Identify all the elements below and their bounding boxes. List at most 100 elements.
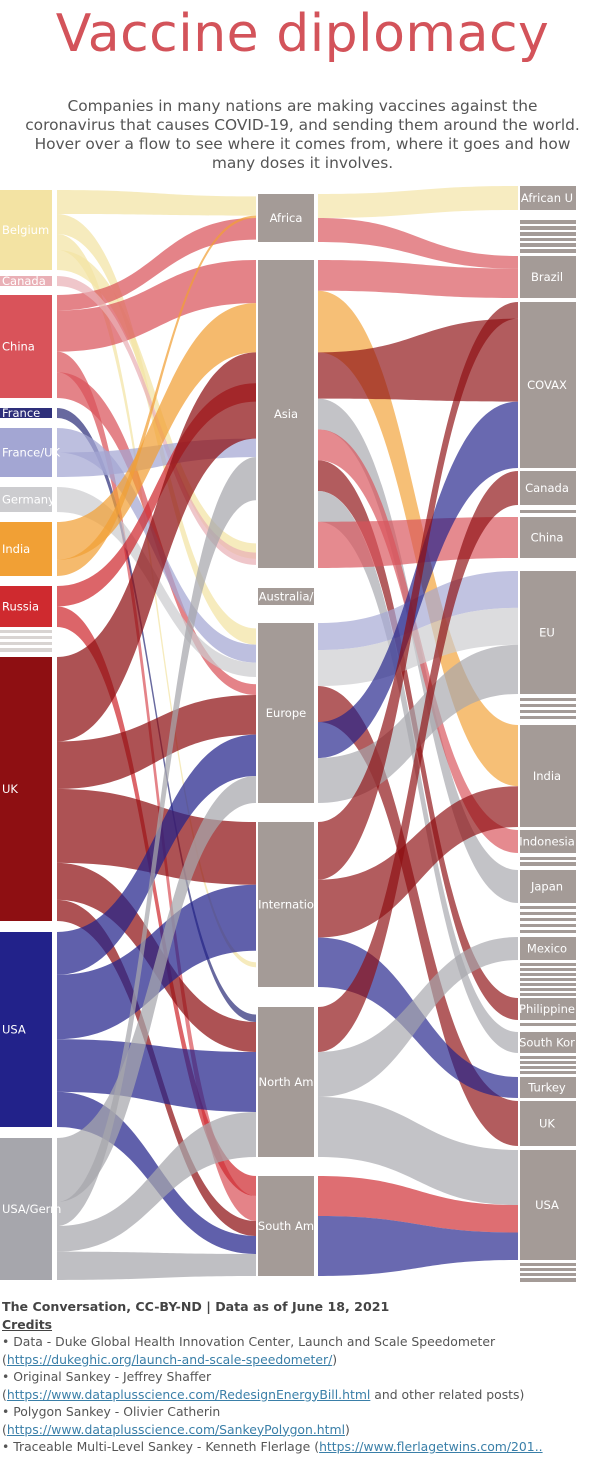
recipient-node-minor[interactable] bbox=[520, 973, 576, 976]
region-node-africa[interactable] bbox=[258, 194, 314, 242]
source-node-canada[interactable] bbox=[0, 276, 52, 286]
flow-russia[interactable] bbox=[57, 606, 256, 1197]
flow-usa-germany[interactable] bbox=[57, 776, 256, 1202]
flow-to-usa[interactable] bbox=[318, 1097, 518, 1205]
recipient-node-mexico[interactable] bbox=[520, 937, 576, 960]
region-node-europe[interactable] bbox=[258, 623, 314, 803]
source-node-minor[interactable] bbox=[0, 648, 52, 652]
region-node-australia-oceania[interactable] bbox=[258, 588, 314, 605]
recipient-node-turkey[interactable] bbox=[520, 1077, 576, 1098]
recipient-node-minor[interactable] bbox=[520, 698, 576, 701]
flow-to-usa[interactable] bbox=[318, 1176, 518, 1233]
flow-belgium[interactable] bbox=[57, 234, 256, 968]
flow-india[interactable] bbox=[57, 303, 256, 560]
flow-to-usa[interactable] bbox=[318, 1216, 518, 1276]
region-node-south-america[interactable] bbox=[258, 1176, 314, 1276]
region-node-asia[interactable] bbox=[258, 260, 314, 568]
recipient-node-minor[interactable] bbox=[520, 1263, 576, 1266]
recipient-node-minor[interactable] bbox=[520, 862, 576, 866]
source-node-india[interactable] bbox=[0, 522, 52, 576]
recipient-node-minor[interactable] bbox=[520, 249, 576, 253]
recipient-node-minor[interactable] bbox=[520, 988, 576, 991]
flow-usa-germany[interactable] bbox=[57, 457, 256, 1227]
recipient-node-minor[interactable] bbox=[520, 1066, 576, 1069]
recipient-node-brazil[interactable] bbox=[520, 256, 576, 298]
flow-to-brazil[interactable] bbox=[318, 218, 518, 269]
flow-to-brazil[interactable] bbox=[318, 260, 518, 298]
recipient-node-south-korea[interactable] bbox=[520, 1032, 576, 1053]
flow-usa-germany[interactable] bbox=[57, 1251, 256, 1280]
recipient-node-philippines[interactable] bbox=[520, 998, 576, 1020]
recipient-node-minor[interactable] bbox=[520, 1268, 576, 1271]
flow-to-eu[interactable] bbox=[318, 607, 518, 686]
source-node-china[interactable] bbox=[0, 295, 52, 398]
source-node-russia[interactable] bbox=[0, 586, 52, 627]
flow-usa[interactable] bbox=[57, 1039, 256, 1112]
recipient-node-minor[interactable] bbox=[520, 226, 576, 230]
recipient-node-minor[interactable] bbox=[520, 1056, 576, 1059]
recipient-node-minor[interactable] bbox=[520, 906, 576, 909]
source-node-france[interactable] bbox=[0, 408, 52, 418]
flow-uk[interactable] bbox=[57, 352, 256, 742]
recipient-node-minor[interactable] bbox=[520, 232, 576, 236]
flow-belgium[interactable] bbox=[57, 250, 256, 559]
recipient-node-african-union[interactable] bbox=[520, 186, 576, 210]
recipient-node-minor[interactable] bbox=[520, 930, 576, 933]
recipient-node-canada[interactable] bbox=[520, 471, 576, 505]
recipient-node-minor[interactable] bbox=[520, 1023, 576, 1026]
credit-link[interactable]: https://www.dataplusscience.com/SankeyPo… bbox=[6, 1421, 346, 1437]
recipient-node-minor[interactable] bbox=[520, 912, 576, 915]
recipient-node-eu[interactable] bbox=[520, 571, 576, 694]
source-node-minor[interactable] bbox=[0, 642, 52, 645]
source-node-usa[interactable] bbox=[0, 932, 52, 1127]
recipient-node-uk[interactable] bbox=[520, 1101, 576, 1146]
flow-usa-germany[interactable] bbox=[57, 1112, 256, 1252]
flow-to-african-union[interactable] bbox=[318, 186, 518, 218]
recipient-node-indonesia[interactable] bbox=[520, 830, 576, 853]
flow-russia[interactable] bbox=[57, 383, 256, 607]
source-node-uk[interactable] bbox=[0, 657, 52, 921]
flow-to-canada[interactable] bbox=[318, 471, 518, 1052]
recipient-node-china[interactable] bbox=[520, 517, 576, 558]
recipient-node-minor[interactable] bbox=[520, 918, 576, 921]
recipient-node-india[interactable] bbox=[520, 725, 576, 827]
region-node-north-america[interactable] bbox=[258, 1007, 314, 1157]
flow-uk[interactable] bbox=[57, 695, 256, 789]
recipient-node-minor[interactable] bbox=[520, 510, 576, 513]
recipient-node-minor[interactable] bbox=[520, 238, 576, 241]
recipient-node-minor[interactable] bbox=[520, 472, 576, 474]
flow-india[interactable] bbox=[57, 215, 256, 576]
credit-link[interactable]: https://www.flerlagetwins.com/201.. bbox=[319, 1439, 543, 1454]
flow-china[interactable] bbox=[57, 218, 256, 311]
flow-to-mexico[interactable] bbox=[318, 937, 518, 1097]
recipient-node-minor[interactable] bbox=[520, 1071, 576, 1074]
flow-to-china[interactable] bbox=[318, 517, 518, 568]
recipient-node-minor[interactable] bbox=[520, 1061, 576, 1064]
recipient-node-minor[interactable] bbox=[520, 963, 576, 966]
credit-link[interactable]: https://www.dataplusscience.com/Redesign… bbox=[6, 1386, 371, 1402]
recipient-node-covax[interactable] bbox=[520, 302, 576, 468]
flow-to-india[interactable] bbox=[318, 786, 518, 938]
recipient-node-minor[interactable] bbox=[520, 710, 576, 713]
flow-china[interactable] bbox=[57, 260, 256, 352]
recipient-node-minor[interactable] bbox=[520, 716, 576, 719]
source-node-germany[interactable] bbox=[0, 487, 52, 512]
recipient-node-usa[interactable] bbox=[520, 1150, 576, 1260]
flow-to-covax[interactable] bbox=[318, 302, 518, 880]
flow-to-covax[interactable] bbox=[318, 318, 518, 402]
recipient-node-minor[interactable] bbox=[520, 220, 576, 224]
recipient-node-minor[interactable] bbox=[520, 983, 576, 986]
recipient-node-minor[interactable] bbox=[520, 1273, 576, 1276]
sankey-diagram[interactable]: Belgium Canada China France France/UK Germany… bbox=[0, 180, 605, 1290]
region-node-international[interactable] bbox=[258, 822, 314, 987]
source-node-belgium[interactable] bbox=[0, 190, 52, 270]
flow-china[interactable] bbox=[57, 351, 256, 1221]
source-node-minor[interactable] bbox=[0, 636, 52, 639]
flow-france[interactable] bbox=[57, 408, 256, 1022]
recipient-node-minor[interactable] bbox=[520, 243, 576, 247]
flow-to-uk[interactable] bbox=[318, 686, 518, 1146]
recipient-node-minor[interactable] bbox=[520, 857, 576, 860]
recipient-node-minor[interactable] bbox=[520, 978, 576, 981]
source-node-usa-germany[interactable] bbox=[0, 1138, 52, 1280]
source-node-france-uk[interactable] bbox=[0, 428, 52, 477]
